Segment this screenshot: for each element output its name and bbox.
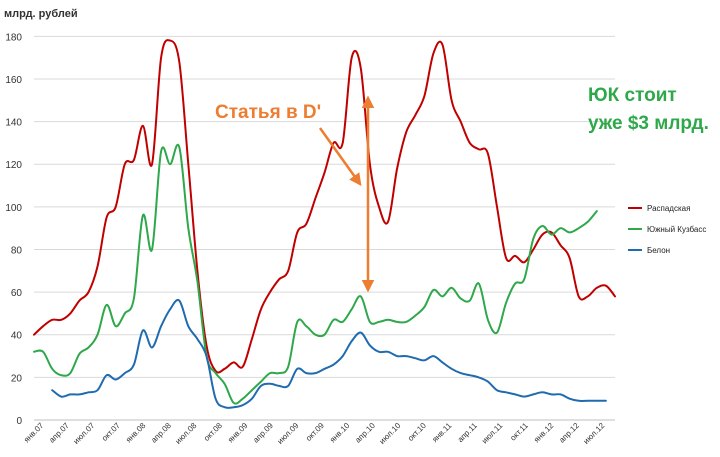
legend-swatch [628,207,642,209]
legend-item: Белон [628,244,706,256]
x-tick-label: окт.07 [100,421,122,443]
x-tick-label: июл.07 [72,421,97,446]
y-tick-label: 60 [11,288,23,299]
y-axis-label: млрд. рублей [4,8,78,20]
legend-swatch [628,228,642,230]
annotation-pointer-arrow [318,127,362,187]
x-tick-label: янв.11 [430,421,453,444]
x-tick-label: июл.09 [276,421,301,446]
x-tick-label: окт.10 [406,421,428,443]
x-tick-label: окт.08 [202,421,224,443]
series-line-0 [33,39,616,374]
x-tick-label: июл.11 [480,421,505,446]
y-tick-label: 140 [5,118,22,129]
y-tick-label: 20 [11,373,23,384]
x-tick-label: янв.12 [532,421,556,445]
annotation-article: Статья в D' [215,102,322,123]
x-tick-label: янв.07 [22,421,46,445]
legend-item: Южный Кузбасс [628,223,706,235]
legend-swatch [628,249,642,251]
x-tick-label: янв.09 [226,421,250,445]
x-tick-label: июл.12 [582,421,607,446]
x-tick-label: апр.09 [251,421,275,445]
x-tick-label: апр.10 [353,421,377,445]
y-tick-label: 180 [5,32,22,43]
annotation-value-line-1: ЮК стоит [588,85,677,106]
y-tick-label: 120 [5,160,22,171]
y-tick-label: 40 [11,331,23,342]
x-tick-label: окт.11 [508,421,530,443]
x-tick-label: апр.12 [557,421,581,445]
y-tick-label: 80 [11,245,23,256]
legend-label: Южный Кузбасс [647,224,707,234]
x-tick-label: окт.09 [304,421,326,443]
annotation-value-line-2: уже $3 млрд. [588,113,709,134]
x-tick-label: апр.11 [456,421,480,445]
x-tick-label: янв.08 [124,421,148,445]
legend-item: Распадская [628,202,706,214]
series-line-2 [51,298,607,409]
x-tick-label: апр.08 [149,421,173,445]
x-tick-label: июл.10 [378,421,403,446]
series-line-1 [33,143,598,405]
y-tick-label: 100 [5,203,22,214]
annotation-value: ЮК стоит уже $3 млрд. [588,82,709,138]
y-tick-label: 0 [16,416,22,427]
y-tick-label: 160 [5,75,22,86]
legend-label: Распадская [647,203,691,213]
x-tick-label: апр.07 [47,421,71,445]
legend-label: Белон [647,245,671,255]
x-tick-label: янв.10 [328,421,352,445]
x-tick-label: июл.08 [174,421,199,446]
legend: Распадская Южный Кузбасс Белон [628,202,706,265]
